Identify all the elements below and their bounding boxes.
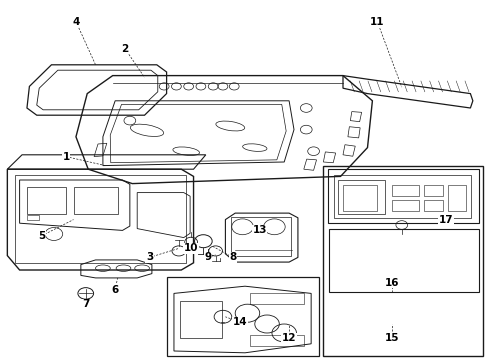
Text: 5: 5 (38, 231, 45, 241)
Text: 10: 10 (184, 243, 198, 253)
Text: 6: 6 (112, 285, 119, 295)
Bar (250, 335, 304, 346)
Bar (27, 187, 66, 214)
Text: 17: 17 (439, 215, 453, 225)
Text: 15: 15 (385, 333, 399, 343)
Bar (424, 185, 443, 196)
Text: 7: 7 (82, 299, 90, 309)
Text: 16: 16 (385, 278, 399, 288)
Text: 2: 2 (122, 44, 128, 54)
Bar (250, 293, 304, 304)
Text: 13: 13 (252, 225, 267, 235)
Text: 4: 4 (72, 17, 80, 27)
Text: 8: 8 (229, 252, 236, 262)
Bar (27, 215, 39, 220)
Text: 12: 12 (282, 333, 296, 343)
Text: 11: 11 (370, 17, 385, 27)
Bar (334, 175, 471, 218)
Bar (343, 185, 377, 211)
Bar (15, 175, 186, 263)
Bar (338, 180, 385, 214)
Text: 14: 14 (233, 317, 247, 327)
Text: 9: 9 (205, 252, 212, 262)
Bar (424, 200, 443, 211)
Text: 3: 3 (146, 252, 153, 262)
Bar (448, 185, 466, 211)
Bar (392, 200, 419, 211)
Bar (180, 301, 222, 338)
Bar (392, 185, 419, 196)
Bar (231, 217, 291, 256)
Bar (74, 187, 118, 214)
Text: 1: 1 (63, 152, 70, 162)
